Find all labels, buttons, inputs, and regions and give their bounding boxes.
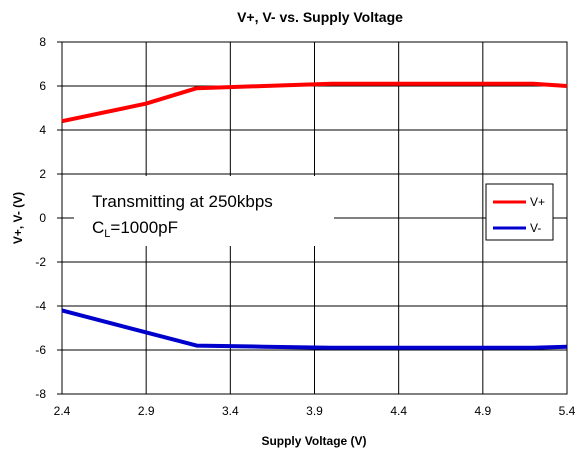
x-tick-label: 5.4	[559, 404, 576, 418]
y-tick-label: -6	[35, 343, 46, 357]
x-tick-label: 4.4	[390, 404, 407, 418]
series-lines	[61, 81, 568, 350]
plot-area-frame	[61, 41, 568, 395]
y-tick-label: 2	[39, 167, 46, 181]
legend-label-vplus: V+	[530, 195, 545, 209]
x-tick-label: 2.9	[138, 404, 155, 418]
annotation-box	[74, 176, 334, 246]
x-axis-title: Supply Voltage (V)	[261, 434, 366, 448]
y-tick-label: -2	[35, 255, 46, 269]
y-tick-label: -4	[35, 299, 46, 313]
y-tick-label: 8	[39, 35, 46, 49]
annotation-line2-prefix: C	[92, 218, 104, 237]
series-line-vplus	[61, 81, 568, 124]
annotation-line2: CL=1000pF	[92, 218, 178, 240]
y-axis-title: V+, V- (V)	[11, 192, 25, 244]
annotation-line2-suffix: =1000pF	[110, 218, 178, 237]
y-tick-label: -8	[35, 387, 46, 401]
x-tick-label: 2.4	[54, 404, 71, 418]
y-tick-label: 4	[39, 123, 46, 137]
y-tick-label: 0	[39, 211, 46, 225]
chart-title: V+, V- vs. Supply Voltage	[237, 9, 403, 25]
legend-label-vminus: V-	[530, 221, 541, 235]
x-tick-label: 3.9	[306, 404, 323, 418]
y-tick-label: 6	[39, 79, 46, 93]
legend: V+ V-	[485, 183, 554, 241]
x-tick-label: 4.9	[474, 404, 491, 418]
x-tick-label: 3.4	[222, 404, 239, 418]
series-line-vminus	[61, 308, 568, 350]
annotation-line1: Transmitting at 250kbps	[92, 192, 273, 211]
annotation-line2-subscript: L	[104, 228, 110, 240]
y-tick-labels: 8 6 4 2 0 -2 -4 -6 -8	[35, 35, 46, 401]
x-tick-labels: 2.4 2.9 3.4 3.9 4.4 4.9 5.4	[54, 404, 576, 418]
legend-box	[485, 183, 554, 241]
